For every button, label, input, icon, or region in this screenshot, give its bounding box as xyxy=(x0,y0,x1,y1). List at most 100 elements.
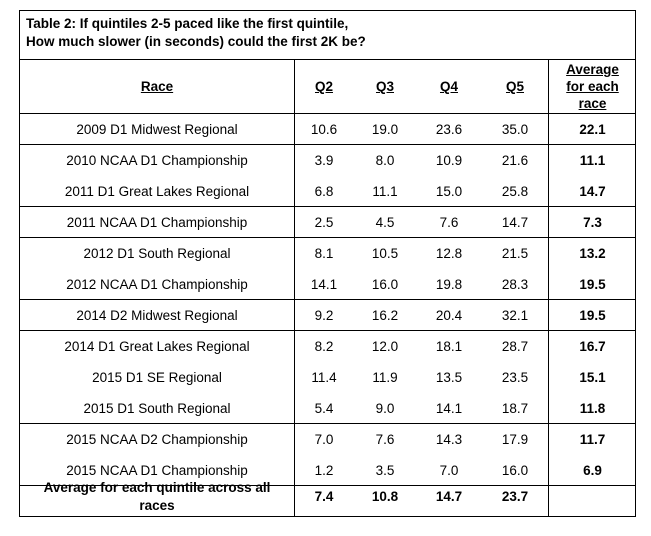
cell-q4: 13.5 xyxy=(435,370,463,385)
cell-q3: 7.6 xyxy=(375,432,395,447)
caption-line-1: Table 2: If quintiles 2-5 paced like the… xyxy=(26,16,349,31)
cell-q3: 10.5 xyxy=(371,246,399,261)
table-row: 2015 D1 SE Regional 11.4 11.9 13.5 23.5 15.1 xyxy=(20,362,635,393)
footer-label: Average for each quintile across all rac… xyxy=(43,479,271,513)
cell-q3: 16.2 xyxy=(371,307,399,323)
cell-q3: 11.1 xyxy=(372,183,398,199)
cell-avg: 16.7 xyxy=(579,339,606,354)
footer-q3: 10.8 xyxy=(371,489,399,504)
cell-race: 2009 D1 Midwest Regional xyxy=(76,121,238,137)
cell-q2: 2.5 xyxy=(314,214,334,230)
header-average: Average for each race xyxy=(566,62,619,111)
cell-race: 2012 D1 South Regional xyxy=(83,246,231,261)
footer-q2: 7.4 xyxy=(314,489,334,504)
cell-q2: 5.4 xyxy=(314,400,334,416)
table-row: 2014 D2 Midwest Regional 9.2 16.2 20.4 32.1 1… xyxy=(20,300,635,331)
cell-q2: 7.0 xyxy=(314,432,334,447)
table-row: 2012 D1 South Regional 8.1 10.5 12.8 21.5 13.… xyxy=(20,238,635,269)
cell-race: 2015 D1 South Regional xyxy=(83,400,231,416)
cell-q4: 14.3 xyxy=(435,432,463,447)
header-race: Race xyxy=(140,79,174,94)
cell-race: 2014 D2 Midwest Regional xyxy=(76,307,238,323)
table-footer-row: Average for each quintile across all rac… xyxy=(20,477,635,516)
cell-q3: 3.5 xyxy=(375,462,395,478)
cell-q4: 12.8 xyxy=(435,246,463,261)
cell-q2: 10.6 xyxy=(310,121,338,137)
table-row: 2015 NCAA D1 Championship 1.2 3.5 7.0 16.0 6.… xyxy=(20,455,635,486)
cell-q2: 8.1 xyxy=(314,246,334,261)
table-row: 2015 NCAA D2 Championship 7.0 7.6 14.3 17.9 1… xyxy=(20,424,635,455)
cell-avg: 15.1 xyxy=(579,370,606,385)
table-header-row: Race Q2 Q3 Q4 Q5 Average for each race xyxy=(20,60,635,114)
header-q5: Q5 xyxy=(505,79,524,94)
table-caption: Table 2: If quintiles 2-5 paced like the… xyxy=(20,11,635,60)
footer-q5: 23.7 xyxy=(501,489,529,504)
cell-avg: 22.1 xyxy=(579,121,606,137)
cell-q3: 11.9 xyxy=(372,370,398,385)
cell-q5: 18.7 xyxy=(501,400,529,416)
cell-q5: 14.7 xyxy=(501,214,529,230)
cell-q3: 12.0 xyxy=(371,339,399,354)
cell-q4: 23.6 xyxy=(435,121,463,137)
cell-q2: 3.9 xyxy=(314,153,334,168)
cell-q2: 6.8 xyxy=(314,183,334,199)
footer-q4: 14.7 xyxy=(435,489,463,504)
cell-q4: 20.4 xyxy=(435,307,463,323)
cell-q5: 25.8 xyxy=(501,183,529,199)
table-row: 2015 D1 South Regional 5.4 9.0 14.1 18.7 11.8 xyxy=(20,393,635,424)
cell-q4: 15.0 xyxy=(435,183,463,199)
cell-q3: 8.0 xyxy=(375,153,395,168)
cell-race: 2010 NCAA D1 Championship xyxy=(66,153,248,168)
cell-race: 2011 NCAA D1 Championship xyxy=(66,214,248,230)
cell-race: 2015 D1 SE Regional xyxy=(92,370,222,385)
caption-line-2: How much slower (in seconds) could the f… xyxy=(26,34,366,49)
cell-q2: 9.2 xyxy=(314,307,334,323)
header-q4: Q4 xyxy=(439,79,458,94)
cell-race: 2015 NCAA D2 Championship xyxy=(66,432,248,447)
quintile-table: Table 2: If quintiles 2-5 paced like the… xyxy=(19,10,636,517)
table-row: 2011 D1 Great Lakes Regional 6.8 11.1 15.0 2… xyxy=(20,176,635,207)
cell-q2: 14.1 xyxy=(310,276,338,292)
table-row: 2009 D1 Midwest Regional 10.6 19.0 23.6 35.0… xyxy=(20,114,635,145)
table-row: 2012 NCAA D1 Championship 14.1 16.0 19.8 28.… xyxy=(20,269,635,300)
cell-q5: 17.9 xyxy=(501,432,529,447)
cell-avg: 7.3 xyxy=(583,214,602,230)
cell-avg: 11.7 xyxy=(579,432,606,447)
cell-q5: 28.7 xyxy=(501,339,529,354)
cell-avg: 19.5 xyxy=(579,276,606,292)
cell-avg: 13.2 xyxy=(579,246,606,261)
cell-race: 2014 D1 Great Lakes Regional xyxy=(64,339,250,354)
cell-avg: 11.8 xyxy=(579,400,606,416)
cell-q4: 19.8 xyxy=(435,276,463,292)
cell-avg: 11.1 xyxy=(579,153,606,168)
cell-q4: 18.1 xyxy=(435,339,463,354)
column-divider xyxy=(294,60,295,516)
cell-q4: 10.9 xyxy=(435,153,463,168)
table-row: 2011 NCAA D1 Championship 2.5 4.5 7.6 14.7 7.… xyxy=(20,207,635,238)
cell-q5: 32.1 xyxy=(501,307,529,323)
cell-avg: 6.9 xyxy=(583,462,602,478)
cell-q5: 16.0 xyxy=(501,462,529,478)
cell-race: 2015 NCAA D1 Championship xyxy=(66,462,248,478)
cell-q3: 16.0 xyxy=(371,276,399,292)
cell-avg: 14.7 xyxy=(579,183,606,199)
header-q3: Q3 xyxy=(375,79,394,94)
header-q2: Q2 xyxy=(314,79,333,94)
cell-q4: 7.6 xyxy=(439,214,459,230)
cell-q3: 9.0 xyxy=(375,400,395,416)
cell-q5: 35.0 xyxy=(501,121,529,137)
cell-avg: 19.5 xyxy=(579,307,606,323)
cell-q5: 21.5 xyxy=(501,246,529,261)
table-row: 2010 NCAA D1 Championship 3.9 8.0 10.9 21.6 1… xyxy=(20,145,635,176)
cell-q4: 7.0 xyxy=(439,462,459,478)
cell-q4: 14.1 xyxy=(435,400,463,416)
cell-q2: 1.2 xyxy=(314,462,334,478)
cell-q2: 11.4 xyxy=(311,370,337,385)
cell-q3: 4.5 xyxy=(375,214,395,230)
cell-q3: 19.0 xyxy=(371,121,399,137)
cell-q5: 28.3 xyxy=(501,276,529,292)
table-row: 2014 D1 Great Lakes Regional 8.2 12.0 18.1 2… xyxy=(20,331,635,362)
cell-race: 2011 D1 Great Lakes Regional xyxy=(64,183,250,199)
cell-q2: 8.2 xyxy=(314,339,334,354)
cell-q5: 21.6 xyxy=(501,153,529,168)
